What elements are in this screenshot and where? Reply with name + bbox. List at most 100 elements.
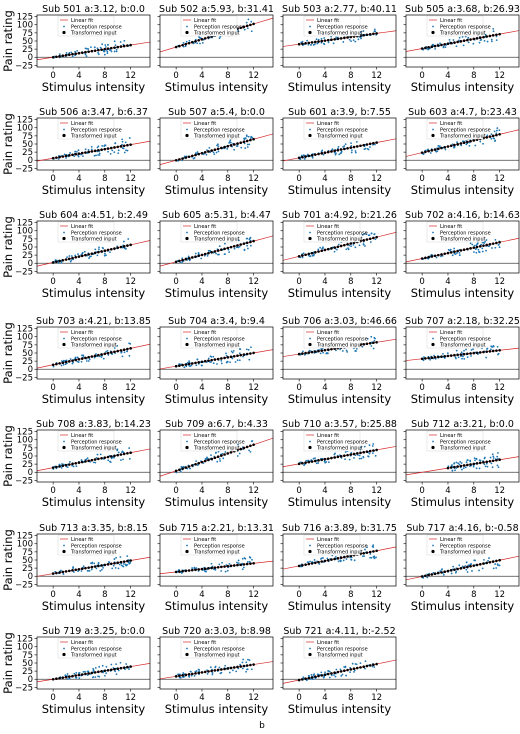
perception-point xyxy=(341,673,344,676)
perception-point xyxy=(337,243,340,246)
transformed-point xyxy=(307,562,311,566)
y-tick-label: 25 xyxy=(22,251,33,261)
perception-point xyxy=(490,345,493,348)
transformed-point xyxy=(478,36,482,40)
perception-point xyxy=(324,671,326,674)
transformed-point xyxy=(174,675,178,678)
transformed-point xyxy=(430,45,434,49)
perception-point xyxy=(66,256,68,259)
legend-perception-label: Perception response xyxy=(317,24,368,30)
perception-point xyxy=(74,50,76,53)
transformed-point xyxy=(301,352,304,355)
transformed-point xyxy=(74,256,78,259)
perception-point xyxy=(97,52,99,54)
perception-point xyxy=(314,677,317,680)
transformed-point xyxy=(181,157,184,160)
perception-point xyxy=(327,41,330,44)
transformed-point xyxy=(242,25,246,29)
transformed-point xyxy=(184,673,188,677)
transformed-point xyxy=(242,140,246,144)
perception-point xyxy=(196,42,199,45)
transformed-point xyxy=(71,153,74,157)
perception-point xyxy=(110,50,113,53)
legend-perception-swatch xyxy=(309,25,311,28)
x-tick-label: 8 xyxy=(225,693,230,703)
perception-point xyxy=(251,558,253,561)
transformed-point xyxy=(498,240,501,244)
perception-point xyxy=(369,241,372,243)
transformed-point xyxy=(365,238,369,241)
y-tick-label: 125 xyxy=(17,635,33,645)
x-tick-label: 0 xyxy=(296,71,301,81)
perception-point xyxy=(485,356,488,359)
transformed-point xyxy=(459,142,463,145)
transformed-point xyxy=(87,566,90,569)
y-tick-label: 25 xyxy=(22,357,33,367)
perception-point xyxy=(250,20,253,23)
transformed-point xyxy=(372,663,375,667)
perception-point xyxy=(97,53,100,56)
x-tick-label: 12 xyxy=(248,486,259,496)
transformed-point xyxy=(462,248,466,252)
transformed-point xyxy=(310,676,314,679)
perception-point xyxy=(60,261,63,264)
perception-point xyxy=(94,676,97,678)
transformed-point xyxy=(310,562,314,565)
legend-perception-label: Perception response xyxy=(194,127,245,133)
perception-point xyxy=(122,565,124,568)
x-tick-label: 8 xyxy=(348,590,353,600)
perception-point xyxy=(236,359,239,362)
transformed-point xyxy=(64,258,68,261)
subplot-title: Sub 716 a:3.89, b:31.75 xyxy=(282,523,397,534)
legend-box xyxy=(180,118,238,140)
perception-point xyxy=(199,36,201,39)
transformed-point xyxy=(466,247,469,251)
transformed-point xyxy=(97,564,100,568)
perception-point xyxy=(93,154,96,157)
perception-point xyxy=(60,364,63,367)
perception-point xyxy=(94,461,97,464)
transformed-point xyxy=(200,253,204,257)
perception-point xyxy=(335,36,337,39)
perception-point xyxy=(486,40,489,43)
x-tick-label: 12 xyxy=(125,486,136,496)
perception-point xyxy=(182,672,185,674)
transformed-point xyxy=(245,352,249,356)
x-tick-label: 12 xyxy=(494,383,505,393)
perception-point xyxy=(495,39,498,42)
perception-point xyxy=(498,564,501,567)
x-tick-label: 12 xyxy=(125,71,136,81)
perception-point xyxy=(341,350,344,352)
perception-point xyxy=(496,345,499,348)
transformed-point xyxy=(80,567,84,571)
perception-point xyxy=(111,149,114,152)
transformed-point xyxy=(443,43,447,46)
transformed-point xyxy=(210,251,213,254)
perception-point xyxy=(128,668,130,671)
transformed-point xyxy=(245,241,249,245)
perception-point xyxy=(355,350,357,352)
perception-point xyxy=(97,154,100,156)
perception-point xyxy=(241,661,244,664)
perception-point xyxy=(179,261,182,264)
transformed-point xyxy=(313,153,317,156)
subplot-title: Sub 605 a:5.31, b:4.47 xyxy=(162,210,271,221)
transformed-point xyxy=(194,672,197,675)
transformed-point xyxy=(178,570,181,573)
perception-point xyxy=(248,238,251,241)
transformed-point xyxy=(375,340,378,344)
perception-point xyxy=(243,249,246,252)
perception-point xyxy=(95,154,97,157)
transformed-point xyxy=(197,152,201,156)
legend-fit-label: Linear fit xyxy=(317,18,339,24)
legend-fit-label: Linear fit xyxy=(440,121,462,127)
x-tick-label: 12 xyxy=(494,486,505,496)
perception-point xyxy=(113,151,116,153)
transformed-point xyxy=(336,670,340,674)
transformed-point xyxy=(453,465,456,469)
perception-point xyxy=(181,159,184,162)
